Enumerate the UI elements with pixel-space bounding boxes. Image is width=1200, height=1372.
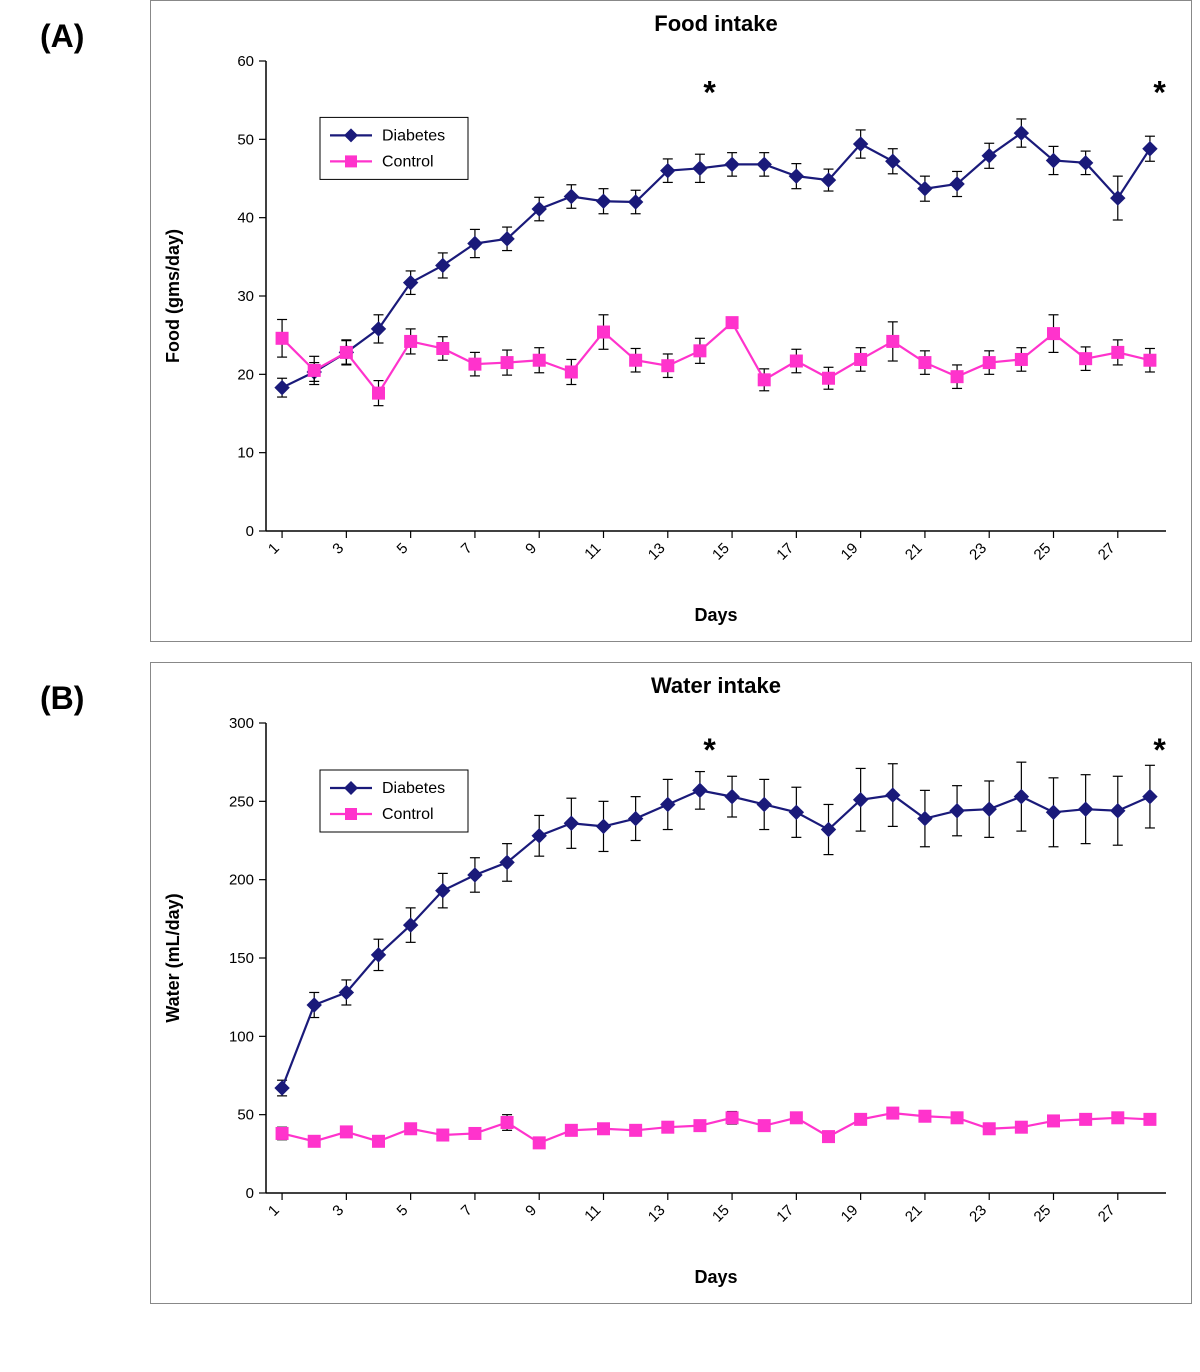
svg-text:60: 60 xyxy=(237,53,254,70)
panel-b-row: (B) Water intake050100150200250300135791… xyxy=(0,662,1200,1324)
svg-text:Water (mL/day): Water (mL/day) xyxy=(163,893,183,1022)
panel-a-chart-box: Food intake01020304050601357911131517192… xyxy=(150,0,1192,642)
svg-text:Control: Control xyxy=(382,153,434,170)
panel-b-label: (B) xyxy=(0,662,150,717)
svg-text:150: 150 xyxy=(229,950,254,967)
svg-text:Control: Control xyxy=(382,806,434,823)
svg-text:300: 300 xyxy=(229,715,254,732)
svg-text:Diabetes: Diabetes xyxy=(382,780,445,797)
svg-text:*: * xyxy=(703,732,716,768)
svg-text:Water intake: Water intake xyxy=(651,673,781,698)
svg-text:*: * xyxy=(703,75,716,111)
svg-text:100: 100 xyxy=(229,1028,254,1045)
panel-a-row: (A) Food intake0102030405060135791113151… xyxy=(0,0,1200,662)
svg-text:Days: Days xyxy=(694,1267,737,1287)
svg-text:0: 0 xyxy=(246,523,254,540)
water-intake-chart: Water intake0501001502002503001357911131… xyxy=(151,663,1191,1303)
svg-text:Diabetes: Diabetes xyxy=(382,127,445,144)
svg-text:Food (gms/day): Food (gms/day) xyxy=(163,229,183,363)
svg-text:Food intake: Food intake xyxy=(654,11,777,36)
svg-text:200: 200 xyxy=(229,872,254,889)
svg-text:*: * xyxy=(1153,75,1166,111)
svg-text:20: 20 xyxy=(237,366,254,383)
panel-a-label: (A) xyxy=(0,0,150,55)
figure: (A) Food intake0102030405060135791113151… xyxy=(0,0,1200,1324)
svg-text:Days: Days xyxy=(694,605,737,625)
food-intake-chart: Food intake01020304050601357911131517192… xyxy=(151,1,1191,641)
svg-text:*: * xyxy=(1153,732,1166,768)
svg-text:50: 50 xyxy=(237,131,254,148)
svg-text:250: 250 xyxy=(229,793,254,810)
svg-text:10: 10 xyxy=(237,445,254,462)
svg-text:40: 40 xyxy=(237,210,254,227)
svg-text:30: 30 xyxy=(237,288,254,305)
panel-b-chart-box: Water intake0501001502002503001357911131… xyxy=(150,662,1192,1304)
svg-text:50: 50 xyxy=(237,1107,254,1124)
svg-text:0: 0 xyxy=(246,1185,254,1202)
